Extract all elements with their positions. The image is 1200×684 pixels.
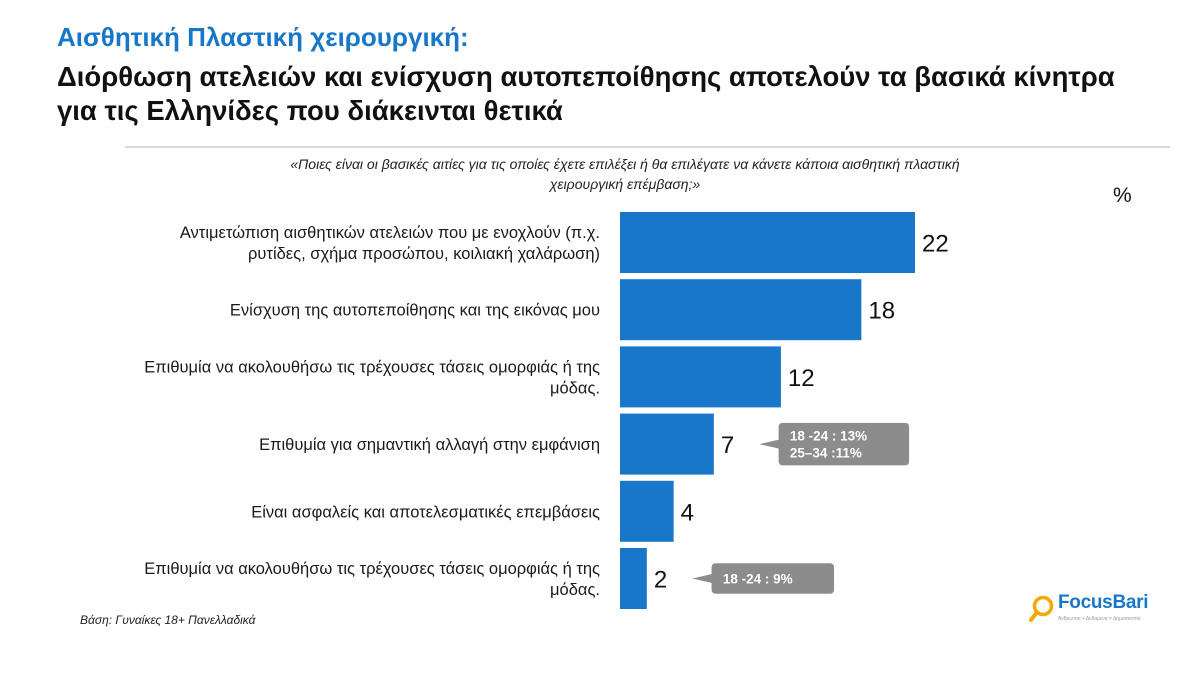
- value-label-5: 2: [654, 567, 667, 594]
- bar-2: [620, 346, 781, 408]
- category-label-3-0: Επιθυμία για σημαντική αλλαγή στην εμφάν…: [259, 436, 600, 454]
- brand-logo: FocusBari: [1058, 592, 1149, 613]
- value-label-3: 7: [721, 432, 734, 459]
- callout-0-line-1: 25–34 :11%: [790, 446, 862, 461]
- magnifier-logo-icon: [1029, 595, 1054, 622]
- divider: [125, 146, 1170, 148]
- value-label-4: 4: [681, 499, 694, 526]
- category-label-2-1: μόδας.: [550, 379, 600, 397]
- bar-3: [620, 413, 714, 475]
- callout-1: [688, 561, 836, 596]
- bar-0: [620, 212, 915, 273]
- callout-0: [755, 421, 911, 467]
- category-label-1-0: Ενίσχυση της αυτοπεποίθησης και της εικό…: [230, 302, 600, 320]
- brand-tagline: Άνθρωποι + Δεδομένα = Δημοσκοπία: [1058, 616, 1141, 622]
- bar-5: [620, 548, 647, 609]
- bar-4: [620, 480, 674, 542]
- unit-label: %: [1113, 184, 1132, 207]
- survey-question: «Ποιες είναι οι βασικές αιτίες για τις ο…: [290, 156, 960, 192]
- callout-1-line-0: 18 -24 : 9%: [723, 572, 793, 587]
- title-line-1: Αισθητική Πλαστική χειρουργική:: [57, 22, 469, 52]
- category-label-0-0: Αντιμετώπιση αισθητικών ατελειών που με …: [180, 224, 600, 242]
- callout-0-line-0: 18 -24 : 13%: [790, 429, 867, 444]
- base-note: Βάση: Γυναίκες 18+ Πανελλαδικά: [80, 613, 256, 627]
- value-label-0: 22: [922, 231, 949, 258]
- value-label-2: 12: [788, 365, 815, 392]
- bar-1: [620, 279, 862, 341]
- value-label-1: 18: [868, 298, 895, 325]
- category-label-0-1: ρυτίδες, σχήμα προσώπου, κοιλιακή χαλάρω…: [248, 245, 600, 263]
- category-label-5-0: Επιθυμία να ακολουθήσω τις τρέχουσες τάσ…: [144, 560, 600, 578]
- category-label-4-0: Είναι ασφαλείς και αποτελεσματικές επεμβ…: [251, 503, 600, 521]
- category-label-5-1: μόδας.: [550, 581, 600, 599]
- title-line-2: Διόρθωση ατελειών και ενίσχυση αυτοπεποί…: [57, 61, 1115, 126]
- category-label-2-0: Επιθυμία να ακολουθήσω τις τρέχουσες τάσ…: [144, 358, 600, 376]
